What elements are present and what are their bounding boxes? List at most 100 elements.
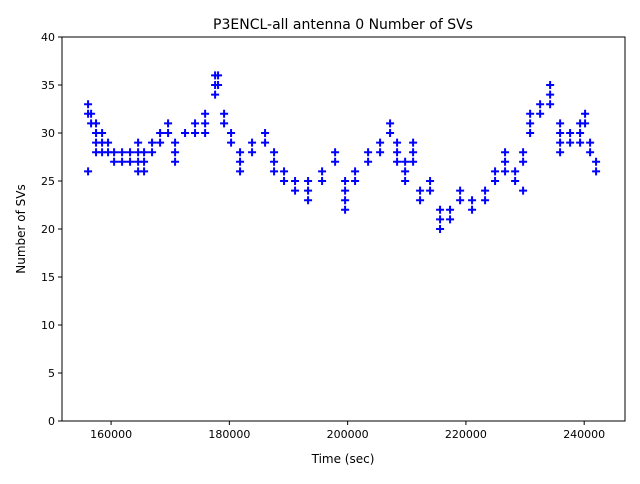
data-point [110, 148, 119, 157]
y-tick-label: 5 [48, 367, 55, 380]
data-point [468, 205, 477, 214]
data-point [341, 177, 350, 185]
data-point [191, 129, 200, 137]
data-point [409, 138, 418, 147]
data-point [341, 196, 350, 205]
data-point [156, 129, 165, 137]
data-point [280, 177, 289, 185]
data-point [436, 225, 445, 233]
data-point [84, 167, 93, 176]
data-point [140, 157, 149, 166]
data-point [140, 167, 149, 176]
data-point [592, 157, 601, 166]
data-point [401, 167, 410, 176]
data-point [110, 157, 119, 166]
data-point [236, 167, 245, 176]
data-point [468, 196, 477, 205]
data-point [592, 167, 601, 176]
data-point [351, 167, 360, 176]
data-point [501, 148, 510, 157]
data-point [519, 148, 528, 157]
data-point [526, 119, 535, 128]
y-tick-label: 25 [41, 175, 55, 188]
data-point [409, 148, 418, 157]
data-point [171, 138, 180, 147]
data-point [491, 167, 500, 176]
data-point [436, 205, 445, 214]
data-point [581, 109, 590, 118]
data-point [270, 167, 279, 176]
data-point [227, 129, 236, 137]
data-point [426, 186, 435, 195]
data-point [236, 148, 245, 157]
data-point [546, 100, 555, 109]
data-point [393, 138, 402, 147]
data-point [126, 148, 135, 157]
data-point [201, 109, 210, 118]
data-point [270, 148, 279, 157]
data-point [401, 157, 410, 166]
data-point [426, 177, 435, 185]
data-point [416, 196, 425, 205]
x-tick-label: 240000 [563, 428, 605, 441]
data-point [220, 109, 229, 118]
data-point [164, 129, 173, 137]
data-point [456, 196, 465, 205]
chart-title: P3ENCL-all antenna 0 Number of SVs [213, 17, 473, 33]
data-point [556, 148, 565, 157]
data-point [401, 177, 410, 185]
plot-area-frame [61, 36, 626, 422]
data-point [393, 148, 402, 157]
data-point [519, 157, 528, 166]
y-tick-label: 20 [41, 223, 55, 236]
data-point [386, 119, 395, 128]
data-point [481, 196, 490, 205]
x-tick-label: 160000 [90, 428, 132, 441]
data-point [501, 167, 510, 176]
y-tick-label: 30 [41, 127, 55, 140]
data-point [164, 119, 173, 128]
data-point [511, 167, 520, 176]
y-axis: 0 5 10 15 20 25 30 35 40 [41, 31, 62, 428]
data-point [227, 138, 236, 147]
data-point [376, 148, 385, 157]
data-point [456, 186, 465, 195]
data-point [291, 186, 300, 195]
data-point [318, 177, 327, 185]
data-point [519, 186, 528, 195]
data-point [92, 119, 101, 128]
data-point [416, 186, 425, 195]
data-point [576, 138, 585, 147]
data-point [446, 215, 455, 224]
data-point [220, 119, 229, 128]
data-point [248, 138, 257, 147]
y-tick-label: 0 [48, 415, 55, 428]
data-point [134, 138, 143, 147]
data-point [248, 148, 257, 157]
data-point [364, 148, 373, 157]
data-point [546, 81, 555, 89]
y-axis-label: Number of SVs [14, 184, 28, 273]
data-point [270, 157, 279, 166]
data-point [280, 167, 289, 176]
data-point [576, 129, 585, 137]
y-tick-label: 35 [41, 79, 55, 92]
x-axis: 160000 180000 200000 220000 240000 [90, 421, 605, 441]
data-point [171, 148, 180, 157]
data-point [261, 129, 270, 137]
x-tick-label: 220000 [445, 428, 487, 441]
data-point [526, 109, 535, 118]
data-point [304, 186, 313, 195]
data-point [201, 119, 210, 128]
x-tick-label: 200000 [327, 428, 369, 441]
data-point [556, 119, 565, 128]
data-point [98, 129, 107, 137]
x-axis-label: Time (sec) [311, 452, 375, 466]
data-point [148, 148, 157, 157]
data-point [304, 196, 313, 205]
y-tick-label: 10 [41, 319, 55, 332]
data-point [351, 177, 360, 185]
data-point [84, 100, 93, 109]
data-point [331, 157, 340, 166]
data-point [118, 157, 127, 166]
